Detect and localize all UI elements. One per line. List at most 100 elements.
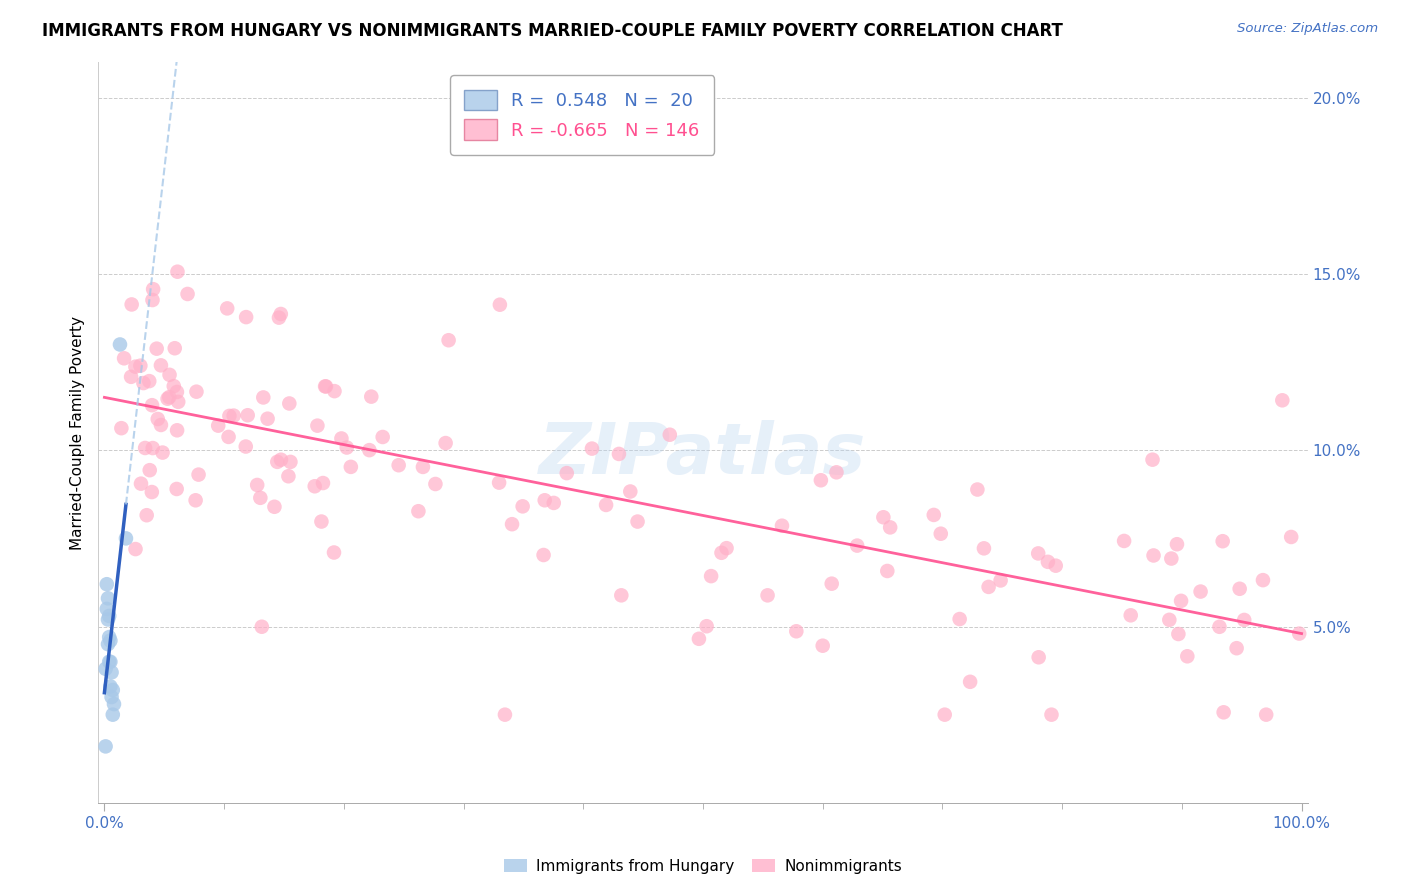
Text: IMMIGRANTS FROM HUNGARY VS NONIMMIGRANTS MARRIED-COUPLE FAMILY POVERTY CORRELATI: IMMIGRANTS FROM HUNGARY VS NONIMMIGRANTS… xyxy=(42,22,1063,40)
Point xyxy=(100,655,122,669)
Point xyxy=(156,392,179,406)
Point xyxy=(166,384,188,399)
Point xyxy=(626,515,648,529)
Point xyxy=(94,662,117,676)
Point xyxy=(110,421,132,435)
Point xyxy=(1166,537,1188,551)
Point xyxy=(252,391,274,405)
Point xyxy=(425,477,447,491)
Point xyxy=(825,465,848,479)
Point xyxy=(145,342,167,356)
Point xyxy=(1026,546,1049,560)
Point xyxy=(250,620,273,634)
Point xyxy=(135,508,157,523)
Point xyxy=(595,498,617,512)
Point xyxy=(142,441,165,455)
Point xyxy=(959,674,981,689)
Point xyxy=(218,430,240,444)
Point xyxy=(770,518,793,533)
Point xyxy=(256,411,278,425)
Point xyxy=(922,508,945,522)
Point xyxy=(97,637,120,651)
Point xyxy=(236,409,259,423)
Point xyxy=(1175,649,1198,664)
Point xyxy=(222,409,245,423)
Point xyxy=(124,542,146,557)
Point xyxy=(96,577,118,591)
Point xyxy=(115,532,138,546)
Point xyxy=(1142,549,1164,563)
Point xyxy=(1028,650,1050,665)
Point xyxy=(103,697,125,711)
Point xyxy=(1288,626,1310,640)
Point xyxy=(876,564,898,578)
Point xyxy=(973,541,995,556)
Point xyxy=(934,707,956,722)
Point xyxy=(1212,706,1234,720)
Point xyxy=(98,655,121,669)
Point xyxy=(494,707,516,722)
Point xyxy=(1189,584,1212,599)
Point xyxy=(100,680,122,694)
Point xyxy=(142,282,165,296)
Point xyxy=(163,341,186,355)
Point xyxy=(1271,393,1294,408)
Point xyxy=(235,310,257,324)
Point xyxy=(101,707,124,722)
Point xyxy=(323,545,346,559)
Point xyxy=(658,427,681,442)
Point xyxy=(872,510,894,524)
Point xyxy=(1040,707,1063,722)
Point xyxy=(129,359,152,373)
Point xyxy=(159,368,181,382)
Point xyxy=(700,569,723,583)
Point xyxy=(1036,555,1059,569)
Point xyxy=(533,493,555,508)
Point xyxy=(249,491,271,505)
Point xyxy=(314,379,336,393)
Point xyxy=(489,298,512,312)
Point xyxy=(1212,534,1234,549)
Point xyxy=(101,683,124,698)
Point xyxy=(263,500,285,514)
Point xyxy=(97,612,120,626)
Point xyxy=(138,463,160,477)
Point xyxy=(1251,573,1274,587)
Point xyxy=(1114,533,1136,548)
Point xyxy=(437,333,460,347)
Point xyxy=(1256,707,1278,722)
Point xyxy=(124,359,146,374)
Point xyxy=(336,441,359,455)
Point xyxy=(270,307,292,321)
Point xyxy=(501,517,523,532)
Point xyxy=(166,423,188,437)
Point xyxy=(149,359,172,373)
Point xyxy=(141,293,163,307)
Point xyxy=(141,485,163,500)
Point xyxy=(312,476,335,491)
Point xyxy=(146,412,169,426)
Point xyxy=(246,478,269,492)
Point xyxy=(134,441,156,455)
Point xyxy=(512,500,534,514)
Point xyxy=(218,409,240,423)
Legend: Immigrants from Hungary, Nonimmigrants: Immigrants from Hungary, Nonimmigrants xyxy=(498,853,908,880)
Point xyxy=(100,633,122,648)
Point xyxy=(696,619,718,633)
Point xyxy=(235,440,257,454)
Point xyxy=(710,546,733,560)
Point xyxy=(533,548,555,562)
Point xyxy=(207,418,229,433)
Point xyxy=(1045,558,1067,573)
Point xyxy=(949,612,972,626)
Point xyxy=(311,515,333,529)
Point xyxy=(323,384,346,398)
Point xyxy=(120,369,142,384)
Point xyxy=(141,398,163,412)
Point xyxy=(304,479,326,493)
Point xyxy=(307,418,329,433)
Point xyxy=(149,417,172,432)
Point xyxy=(163,379,186,393)
Point xyxy=(488,475,510,490)
Point xyxy=(811,639,834,653)
